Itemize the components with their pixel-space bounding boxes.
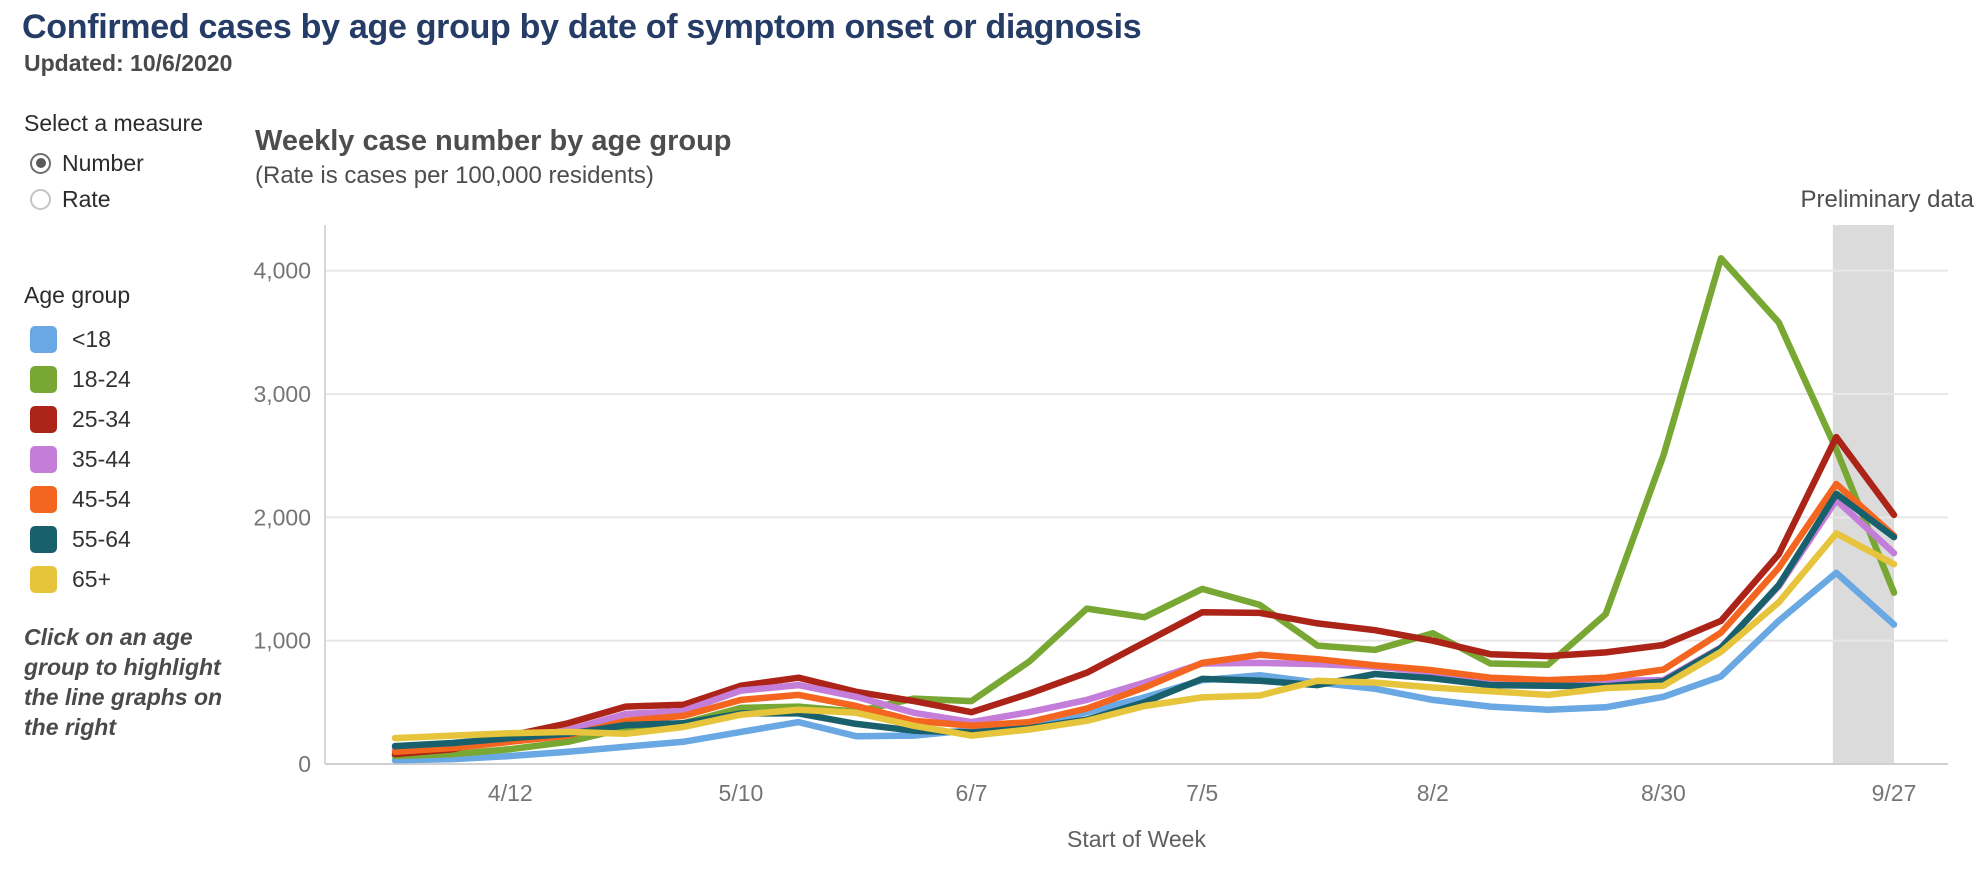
legend-item-55-64[interactable]: 55-64 [24,519,239,559]
legend-item-45-54[interactable]: 45-54 [24,479,239,519]
legend-label: 18-24 [72,365,131,392]
chart-subtitle: (Rate is cases per 100,000 residents) [255,162,654,189]
measure-radio-group: Number Rate [24,145,239,217]
x-axis-tick-label: 8/30 [1641,780,1686,806]
x-axis-tick-label: 7/5 [1186,780,1218,806]
legend-swatch[interactable] [30,405,57,433]
legend-swatch[interactable] [30,325,57,353]
legend-label: 55-64 [72,525,131,552]
legend-label: 45-54 [72,485,131,512]
y-axis-tick-label: 4,000 [253,258,311,284]
x-axis-tick-label: 6/7 [956,780,988,806]
legend-swatch[interactable] [30,445,57,473]
y-axis-tick-label: 1,000 [253,628,311,654]
y-axis-tick-label: 2,000 [253,504,311,530]
x-axis-tick-label: 8/2 [1417,780,1449,806]
legend-label: 25-34 [72,405,131,432]
measure-selector: Select a measure Number Rate [24,110,239,217]
legend-label: 35-44 [72,445,131,472]
legend-item-35-44[interactable]: 35-44 [24,439,239,479]
age-group-legend: Age group <18 18-24 25-34 35-44 45-54 55-64 65… [24,282,239,599]
series-line-25-34[interactable] [391,433,1898,758]
y-axis-tick-label: 3,000 [253,381,311,407]
legend-swatch[interactable] [30,485,57,513]
legend-item-65+[interactable]: 65+ [24,559,239,599]
x-axis-tick-label: 4/12 [488,780,533,806]
legend-label: <18 [72,325,112,352]
radio-button-icon[interactable] [30,188,51,210]
legend-swatch[interactable] [30,365,57,393]
series-line-65+[interactable] [391,530,1898,742]
legend-label: 65+ [72,565,112,592]
legend-instruction-note: Click on an age group to highlight the l… [24,624,223,741]
legend-swatch[interactable] [30,525,57,553]
legend-swatch[interactable] [30,565,57,593]
y-axis-tick-label: 0 [298,751,311,777]
series-line-35-44[interactable] [391,496,1898,753]
series-line-<18[interactable] [391,569,1898,764]
legend-item-18-24[interactable]: 18-24 [24,359,239,399]
age-group-legend-title: Age group [24,282,131,308]
measure-radio-number[interactable]: Number [24,145,239,181]
preliminary-data-band [1832,225,1894,764]
legend-item-<18[interactable]: <18 [24,319,239,359]
age-group-legend-items: <18 18-24 25-34 35-44 45-54 55-64 65+ [24,319,239,599]
measure-selector-label: Select a measure [24,110,203,136]
measure-radio-label: Rate [62,185,111,212]
page-title: Confirmed cases by age group by date of … [22,8,1142,46]
sidebar: Select a measure Number Rate Age group <1… [24,110,239,740]
updated-date: Updated: 10/6/2020 [24,50,233,76]
chart-title: Weekly case number by age group [255,125,732,157]
radio-button-icon[interactable] [30,152,51,174]
measure-radio-label: Number [62,149,144,176]
legend-item-25-34[interactable]: 25-34 [24,399,239,439]
x-axis-title: Start of Week [1067,826,1206,852]
measure-radio-rate[interactable]: Rate [24,181,239,217]
series-line-45-54[interactable] [391,480,1898,755]
x-axis-tick-label: 9/27 [1872,780,1917,806]
preliminary-data-label: Preliminary data [1800,186,1974,213]
series-line-55-64[interactable] [391,490,1898,750]
x-axis-tick-label: 5/10 [719,780,764,806]
